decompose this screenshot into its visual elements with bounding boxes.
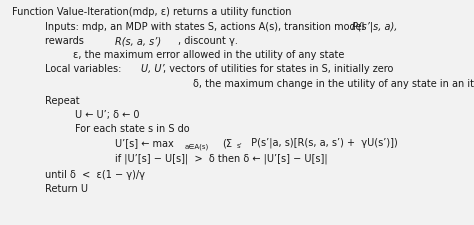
Text: Local variables:: Local variables:	[45, 64, 125, 74]
Text: Function Value-Iteration(mdp, ε) returns a utility function: Function Value-Iteration(mdp, ε) returns…	[12, 7, 292, 17]
Text: ε, the maximum error allowed in the utility of any state: ε, the maximum error allowed in the util…	[73, 50, 345, 60]
Text: s’: s’	[237, 143, 243, 149]
Text: until δ  <  ε(1 − γ)/γ: until δ < ε(1 − γ)/γ	[45, 170, 145, 180]
Text: if |U’[s] − U[s]|  >  δ then δ ← |U’[s] − U[s]|: if |U’[s] − U[s]| > δ then δ ← |U’[s] − …	[115, 153, 328, 164]
Text: Repeat: Repeat	[45, 96, 80, 106]
Text: P(s’|s, a),: P(s’|s, a),	[352, 22, 397, 32]
Text: rewards: rewards	[45, 36, 90, 46]
Text: Return U: Return U	[45, 184, 88, 194]
Text: a∈A(s): a∈A(s)	[185, 143, 209, 149]
Text: For each state s in S do: For each state s in S do	[75, 124, 190, 134]
Text: δ, the maximum change in the utility of any state in an iteration: δ, the maximum change in the utility of …	[193, 79, 474, 89]
Text: P(s’|a, s)[R(s, a, s’) +  γU(s’)]): P(s’|a, s)[R(s, a, s’) + γU(s’)])	[248, 138, 398, 149]
Text: Inputs: mdp, an MDP with states S, actions A(s), transition model: Inputs: mdp, an MDP with states S, actio…	[45, 22, 367, 32]
Text: , discount γ.: , discount γ.	[178, 36, 238, 46]
Text: U, U’: U, U’	[141, 64, 164, 74]
Text: (Σ: (Σ	[222, 138, 232, 148]
Text: , vectors of utilities for states in S, initially zero: , vectors of utilities for states in S, …	[163, 64, 393, 74]
Text: R(s, a, s’): R(s, a, s’)	[115, 36, 161, 46]
Text: U’[s] ← max: U’[s] ← max	[115, 138, 174, 148]
Text: U ← U’; δ ← 0: U ← U’; δ ← 0	[75, 110, 139, 120]
